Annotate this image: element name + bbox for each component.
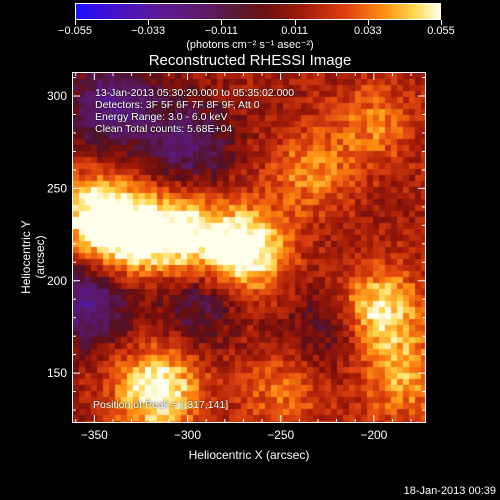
x-tick-label: −200 [360, 428, 387, 442]
colorbar-tick [221, 20, 223, 25]
x-tick-label: −300 [174, 428, 201, 442]
colorbar-tick [75, 20, 76, 25]
colorbar-units: (photons cm⁻² s⁻¹ asec⁻²) [186, 39, 314, 51]
chart-title: Reconstructed RHESSI Image [148, 52, 352, 69]
peak-position: Position of Peak = [-317,141] [93, 399, 229, 411]
colorbar-tick [294, 20, 296, 25]
footer-date: 18-Jan-2013 00:39 [403, 485, 496, 497]
colorbar-tick-label: −0.033 [131, 25, 166, 37]
info-energy-range: Energy Range: 3.0 - 6.0 keV [95, 111, 228, 123]
x-tick-label: −350 [81, 428, 108, 442]
colorbar-tick-label: 0.033 [354, 25, 382, 37]
colorbar-tick [148, 20, 150, 25]
y-tick-label: 200 [47, 274, 67, 288]
colorbar-tick-label: 0.011 [281, 25, 308, 37]
colorbar-gradient [75, 3, 441, 20]
info-method-counts: Clean Total counts: 5.68E+04 [95, 123, 233, 135]
colorbar-tick-label: −0.055 [58, 25, 92, 37]
y-axis-label: Heliocentric Y (arcsec) [19, 220, 47, 294]
colorbar-tick-label: −0.011 [204, 25, 238, 37]
x-axis-label: Heliocentric X (arcsec) [188, 448, 310, 462]
colorbar-tick-label: 0.055 [427, 25, 455, 37]
colorbar-tick [441, 20, 442, 25]
colorbar [75, 3, 441, 20]
heatmap-image [73, 73, 425, 422]
colorbar-tick [367, 20, 369, 25]
y-tick-label: 300 [47, 89, 67, 103]
info-time-range: 13-Jan-2013 05:30:20.000 to 05:35:02.000 [95, 87, 295, 99]
y-tick-label: 150 [47, 366, 67, 380]
info-detectors: Detectors: 3F 5F 6F 7F 8F 9F, Att 0 [95, 99, 260, 111]
x-tick-label: −250 [267, 428, 294, 442]
y-tick-label: 250 [47, 181, 67, 195]
plot-area: 13-Jan-2013 05:30:20.000 to 05:35:02.000… [72, 72, 426, 423]
